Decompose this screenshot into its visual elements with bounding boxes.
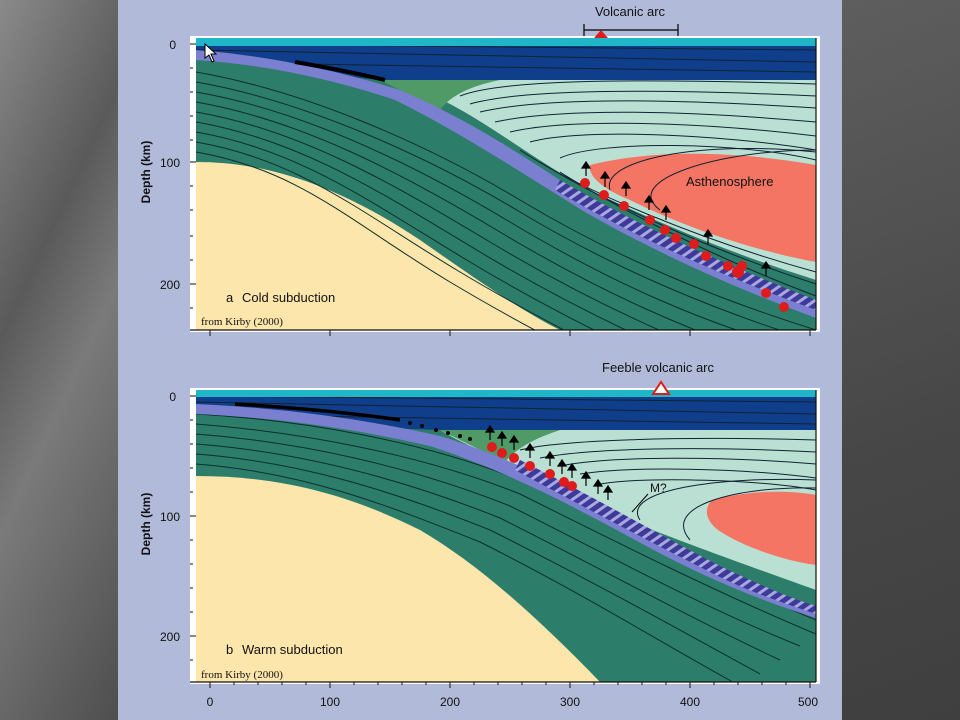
panel-a-wedge-isotherms (196, 43, 816, 297)
panel-b-credit: from Kirby (2000) (201, 669, 283, 681)
panel-b-ticks (190, 395, 811, 688)
panel-b-xtick-100: 100 (320, 695, 340, 709)
panel-a-eclogite-dots (580, 178, 789, 312)
panel-a-eclogite-band (555, 180, 816, 310)
panel-a-ticks (190, 43, 811, 336)
panel-b-fluid-arrows (484, 424, 614, 500)
panel-b-sea (196, 390, 816, 397)
panel-b-seismic-dots (408, 421, 472, 441)
panel-a-seismic-zone (294, 60, 386, 82)
panel-b-volcano-icon (651, 380, 671, 395)
panel-b-eclogite-dots (487, 442, 577, 491)
panel-a-cold-subduction: Asthenosphere 0 100 200 Depth (km) a Col… (139, 4, 820, 336)
slide: Asthenosphere 0 100 200 Depth (km) a Col… (118, 0, 842, 720)
panel-b-warm-subduction: M? 0 100 200 Depth (km) 0 100 200 300 40… (139, 360, 820, 709)
panel-b-melt-leader (631, 493, 649, 513)
panel-b-deep-mantle (196, 476, 600, 682)
panel-a-ytick-0: 0 (169, 38, 176, 52)
panel-a-arc-bracket (583, 24, 679, 36)
panel-a-caption: Cold subduction (242, 290, 335, 305)
panel-b-asthenosphere (706, 491, 816, 565)
subduction-figure: Asthenosphere 0 100 200 Depth (km) a Col… (139, 4, 820, 709)
panel-a-slab-crust (196, 50, 816, 318)
panel-a-fluid-arrows (580, 160, 772, 276)
panel-a-volcano-icon (594, 30, 608, 38)
panel-a-caption-letter: a (226, 290, 234, 305)
background-right-panel (842, 0, 960, 720)
panel-b-caption: Warm subduction (242, 642, 343, 657)
panel-b-xtick-400: 400 (680, 695, 700, 709)
panel-a-ylabel: Depth (km) (139, 141, 153, 204)
panel-b-ylabel: Depth (km) (139, 493, 153, 556)
panel-b-ytick-0: 0 (169, 390, 176, 404)
panel-a-ytick-200: 200 (160, 278, 180, 292)
panel-b-axes (190, 390, 817, 683)
panel-b-arc-label: Feeble volcanic arc (602, 360, 714, 375)
panel-b-xtick-200: 200 (440, 695, 460, 709)
panel-b-ytick-200: 200 (160, 630, 180, 644)
panel-a-arc-label: Volcanic arc (595, 4, 666, 19)
panel-a-asthenosphere-label: Asthenosphere (686, 174, 773, 189)
panel-a-slab-isotherms (196, 71, 816, 330)
panel-b-ytick-100: 100 (160, 510, 180, 524)
mouse-pointer-icon (204, 42, 218, 63)
panel-a-deep-mantle (196, 162, 560, 330)
panel-b-xtick-300: 300 (560, 695, 580, 709)
panel-a-sea (196, 38, 816, 46)
panel-b-xtick-0: 0 (207, 695, 214, 709)
panel-b-eclogite-band (515, 460, 816, 614)
panel-a-ytick-100: 100 (160, 156, 180, 170)
panel-b-seismic-zone (234, 402, 401, 422)
panel-a-asthenosphere (589, 153, 816, 262)
panel-a-axes (190, 38, 817, 331)
panel-b-xtick-500: 500 (798, 695, 818, 709)
panel-b-melt-label: M? (650, 481, 667, 495)
panel-a-green-wedge (380, 80, 500, 110)
panel-b-caption-letter: b (226, 642, 233, 657)
panel-a-credit: from Kirby (2000) (201, 316, 283, 328)
background-left-panel (0, 0, 118, 720)
